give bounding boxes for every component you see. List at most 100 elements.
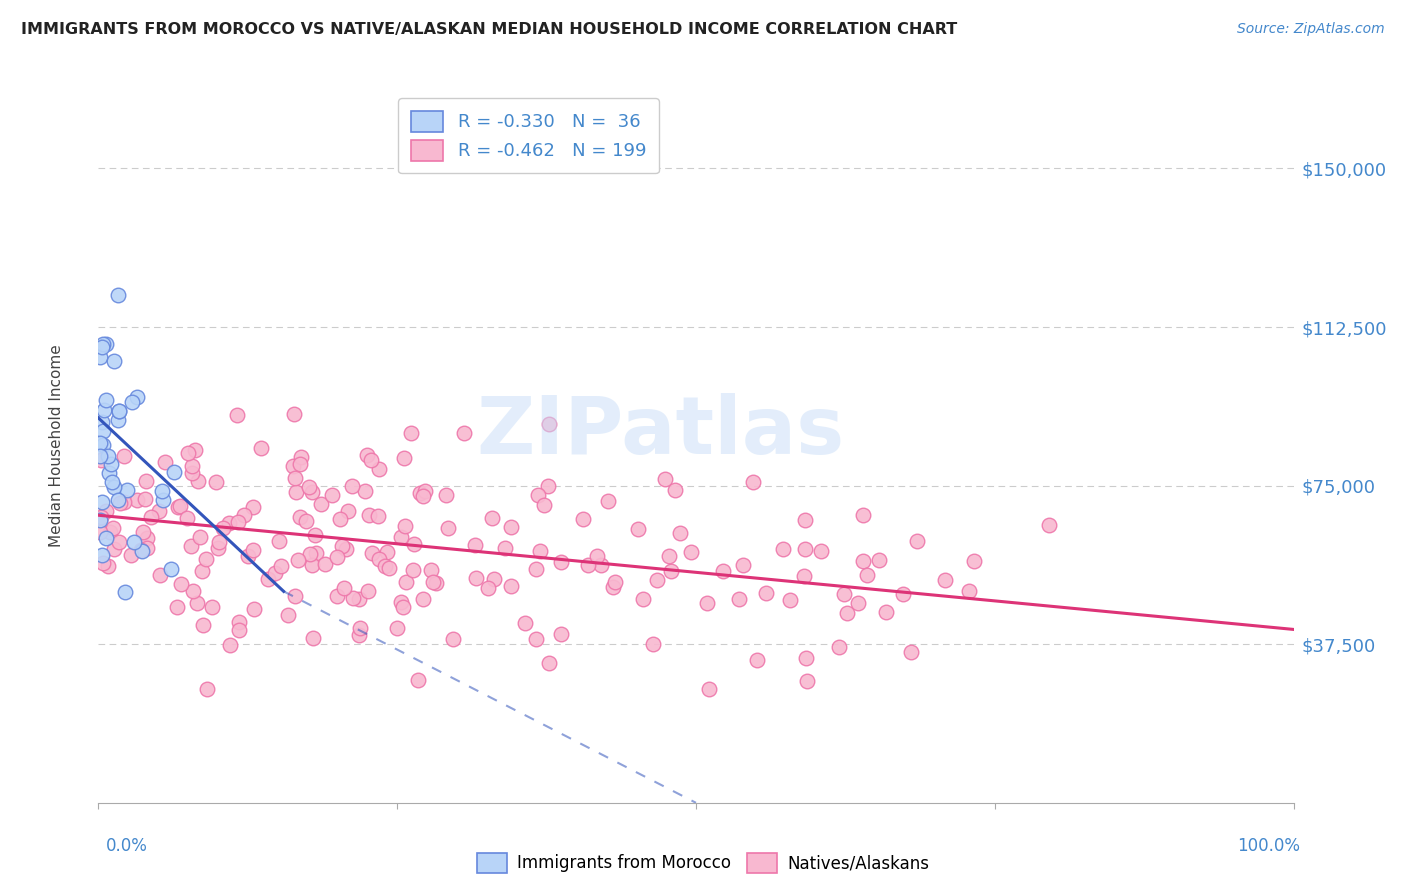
Point [404, 537, 426, 551]
Point [277, 607, 299, 622]
Point [793, 568, 815, 582]
Point [295, 514, 318, 528]
Point [385, 621, 408, 635]
Point [731, 558, 754, 572]
Point [141, 510, 163, 524]
Point [340, 479, 363, 493]
Point [389, 595, 412, 609]
Point [661, 564, 683, 578]
Point [375, 544, 398, 558]
Point [550, 627, 572, 641]
Point [699, 681, 721, 696]
Point [524, 562, 547, 576]
Point [326, 549, 349, 564]
Point [170, 576, 193, 591]
Point [337, 504, 360, 518]
Point [395, 574, 418, 589]
Point [207, 541, 229, 555]
Text: Source: ZipAtlas.com: Source: ZipAtlas.com [1237, 22, 1385, 37]
Point [905, 534, 928, 549]
Point [420, 563, 443, 577]
Point [494, 541, 516, 555]
Point [465, 571, 488, 585]
Point [115, 483, 138, 497]
Point [754, 585, 776, 599]
Point [406, 673, 429, 687]
Point [152, 492, 174, 507]
Point [335, 541, 357, 556]
Point [828, 640, 851, 654]
Point [135, 541, 157, 556]
Point [242, 500, 264, 514]
Point [679, 544, 702, 558]
Point [284, 471, 307, 485]
Point [321, 488, 343, 502]
Point [741, 475, 763, 489]
Point [603, 575, 626, 590]
Point [631, 592, 654, 607]
Point [727, 592, 749, 607]
Point [89, 350, 111, 364]
Point [97, 558, 120, 573]
Point [326, 589, 349, 603]
Point [302, 632, 325, 646]
Point [208, 535, 231, 549]
Point [934, 573, 956, 587]
Point [402, 563, 425, 577]
Point [696, 596, 718, 610]
Point [284, 485, 307, 500]
Point [184, 442, 207, 457]
Point [643, 637, 665, 651]
Point [97, 466, 120, 480]
Point [846, 596, 869, 610]
Point [333, 581, 356, 595]
Point [112, 449, 135, 463]
Point [524, 632, 547, 646]
Legend: R = -0.330   N =  36, R = -0.462   N = 199: R = -0.330 N = 36, R = -0.462 N = 199 [398, 98, 659, 173]
Point [658, 549, 681, 563]
Point [243, 601, 266, 615]
Point [425, 575, 447, 590]
Point [852, 553, 875, 567]
Point [796, 674, 818, 689]
Point [856, 567, 879, 582]
Point [112, 494, 135, 508]
Point [129, 543, 152, 558]
Point [357, 508, 380, 523]
Legend: Immigrants from Morocco, Natives/Alaskans: Immigrants from Morocco, Natives/Alaskan… [470, 847, 936, 880]
Point [711, 564, 734, 578]
Point [218, 516, 240, 530]
Point [349, 621, 371, 635]
Point [91, 340, 114, 354]
Point [329, 512, 352, 526]
Point [91, 438, 114, 452]
Point [96, 531, 118, 545]
Point [793, 542, 815, 557]
Point [538, 417, 561, 432]
Point [188, 530, 211, 544]
Point [391, 600, 413, 615]
Point [647, 573, 669, 587]
Point [347, 591, 370, 606]
Point [283, 407, 305, 421]
Point [835, 606, 858, 620]
Text: IMMIGRANTS FROM MOROCCO VS NATIVE/ALASKAN MEDIAN HOUSEHOLD INCOME CORRELATION CH: IMMIGRANTS FROM MOROCCO VS NATIVE/ALASKA… [21, 22, 957, 37]
Text: 100.0%: 100.0% [1237, 837, 1301, 855]
Point [107, 404, 129, 418]
Point [596, 494, 619, 508]
Point [515, 616, 537, 631]
Point [98, 525, 121, 540]
Point [441, 632, 464, 646]
Point [181, 584, 204, 599]
Point [163, 466, 186, 480]
Point [669, 525, 692, 540]
Point [378, 561, 401, 575]
Point [299, 547, 322, 561]
Point [91, 416, 114, 430]
Point [413, 484, 436, 499]
Point [242, 542, 264, 557]
Point [314, 557, 336, 571]
Point [114, 584, 136, 599]
Point [330, 539, 353, 553]
Point [91, 556, 114, 570]
